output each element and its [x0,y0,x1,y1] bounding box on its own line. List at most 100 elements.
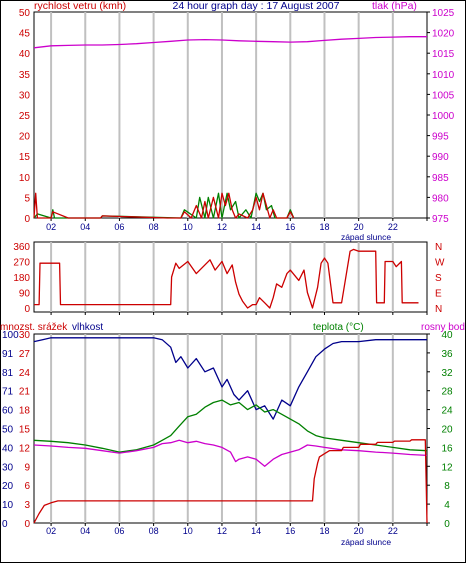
wind-tick-label: 15 [19,152,31,163]
humidity-tick-label: 81 [2,368,14,379]
pressure-tick-label: 990 [432,152,449,163]
wind-tick-label: 20 [19,132,31,143]
x-tick-label: 02 [46,526,56,536]
wind-tick-label: 10 [19,173,31,184]
x-tick-label: 22 [388,526,398,536]
x-tick-label: 06 [114,222,124,232]
humidity-tick-label: 50 [2,425,14,436]
pressure-tick-label: 1015 [432,49,455,60]
temp-tick-label: 28 [441,387,453,398]
rain-tick-label: 30 [19,330,31,341]
temperature-line [33,399,428,453]
rain-tick-label: 24 [19,368,31,379]
temp-tick-label: 0 [444,519,450,530]
plot-frame [33,333,428,524]
wind-line [33,192,295,219]
compass-letter: N [435,304,442,315]
direction-line [34,248,419,309]
temperature-axis-label: teplota (°C) [313,322,364,333]
humidity-tick-label: 10 [2,500,14,511]
direction-tick-label: 0 [24,304,30,315]
x-tick-label: 04 [80,222,90,232]
rain-tick-label: 0 [24,519,30,530]
x-tick-label: 22 [388,222,398,232]
rain-line [33,439,428,524]
rain-tick-label: 6 [24,481,30,492]
humidity-tick-label: 30 [2,462,14,473]
pressure-tick-label: 1010 [432,70,455,81]
pressure-tick-label: 975 [432,214,449,225]
rain-tick-label: 12 [19,443,31,454]
dewpoint-axis-label: rosny bod [421,322,465,333]
x-tick-label: 16 [285,526,295,536]
rain-tick-label: 27 [19,349,31,360]
x-tick-label: 20 [354,222,364,232]
direction-tick-label: 90 [19,289,31,300]
temp-tick-label: 12 [441,462,453,473]
pressure-tick-label: 1005 [432,90,455,101]
temp-tick-label: 4 [444,500,450,511]
pressure-tick-label: 1020 [432,29,455,40]
x-tick-label: 14 [251,526,261,536]
rain-tick-label: 3 [24,500,30,511]
plot-frame [33,11,428,219]
wind-tick-label: 50 [19,8,31,19]
pressure-axis-label: tlak (hPa) [372,0,417,12]
humidity-tick-label: 20 [2,481,14,492]
dewpoint-line [33,439,428,467]
pressure-tick-label: 995 [432,132,449,143]
plot-frame [33,241,428,313]
direction-tick-label: 180 [13,273,30,284]
humidity-line [33,337,427,420]
humidity-tick-label: 71 [2,387,14,398]
compass-letter: E [435,289,442,300]
temp-tick-label: 20 [441,425,453,436]
pressure-tick-label: 1025 [432,8,455,19]
wind-tick-label: 5 [24,193,30,204]
x-tick-label: 18 [319,222,329,232]
compass-letter: N [435,242,442,253]
wind-tick-label: 40 [19,49,31,60]
x-tick-label: 02 [46,222,56,232]
x-tick-label: 04 [80,526,90,536]
direction-tick-label: 270 [13,258,30,269]
temp-tick-label: 32 [441,368,453,379]
temp-tick-label: 16 [441,443,453,454]
rain-tick-label: 18 [19,406,31,417]
x-tick-label: 06 [114,526,124,536]
wind-tick-label: 25 [19,111,31,122]
chart-layer: 0510152025303540455097598098599099510001… [2,8,455,536]
pressure-line [33,36,427,49]
humidity-tick-label: 40 [2,443,14,454]
x-tick-label: 12 [217,526,227,536]
rain-tick-label: 15 [19,425,31,436]
wind-axis-label: rychlost vetru (kmh) [34,0,126,12]
temp-tick-label: 36 [441,349,453,360]
x-tick-label: 20 [354,526,364,536]
sunset-label-bottom: západ slunce [341,537,391,547]
rain-axis-label: mnozst. srážek [0,322,68,333]
x-tick-label: 08 [149,526,159,536]
rain-tick-label: 21 [19,387,31,398]
x-tick-label: 12 [217,222,227,232]
temp-tick-label: 40 [441,330,453,341]
chart-title: 24 hour graph day : 17 August 2007 [173,0,340,12]
wind-tick-label: 30 [19,90,31,101]
x-tick-label: 08 [149,222,159,232]
pressure-tick-label: 1000 [432,111,455,122]
wind-tick-label: 0 [24,214,30,225]
direction-tick-label: 360 [13,242,30,253]
temp-tick-label: 24 [441,406,453,417]
compass-letter: S [435,273,442,284]
humidity-tick-label: 60 [2,406,14,417]
x-tick-label: 16 [285,222,295,232]
wind-tick-label: 45 [19,29,31,40]
humidity-tick-label: 100 [2,330,19,341]
humidity-tick-label: 0 [2,519,8,530]
rain-tick-label: 9 [24,462,30,473]
wind-tick-label: 35 [19,70,31,81]
x-tick-label: 10 [183,526,193,536]
temp-tick-label: 8 [444,481,450,492]
